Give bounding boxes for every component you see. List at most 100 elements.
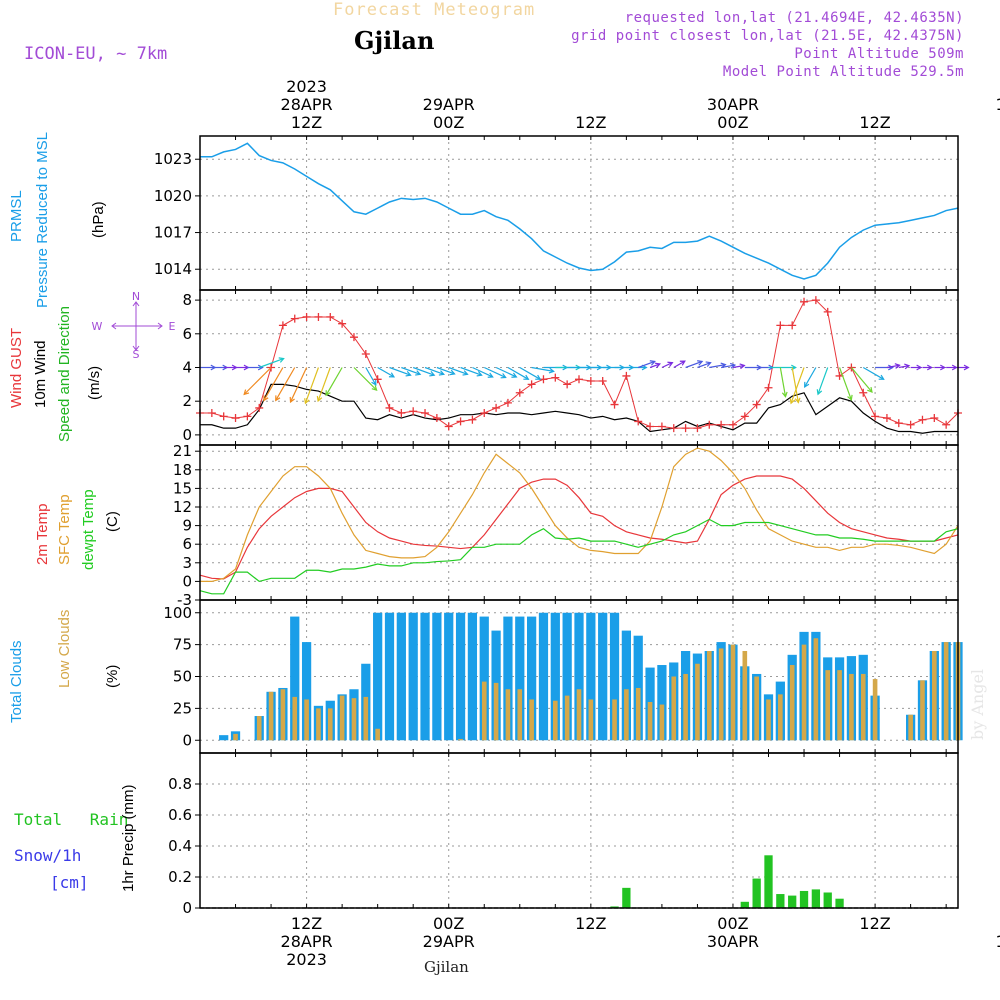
cloud-low-bar	[754, 676, 759, 741]
cloud-low-bar	[742, 651, 748, 741]
wind-label-10m: 10m Wind	[32, 340, 49, 408]
wind-dir-arrowhead	[535, 374, 542, 380]
wind-dir-arrow	[519, 366, 541, 380]
y-tick-label: 0.2	[168, 868, 192, 886]
wind-dir-arrow	[317, 367, 331, 402]
rain-bar	[823, 892, 832, 908]
wind-dir-arrowhead	[847, 394, 853, 402]
wind-dir-arrow	[817, 367, 829, 395]
temp-label-2m: 2m Temp	[34, 503, 51, 565]
wind-gust-point	[515, 388, 524, 397]
cloud-low-bar	[304, 699, 309, 741]
cloud-low-bar	[718, 648, 724, 741]
wind-dir-arrowhead	[325, 390, 331, 397]
wind-dir-arrowhead	[794, 397, 801, 404]
cloud-low-bar	[872, 679, 878, 741]
wind-dir-arrow	[709, 364, 726, 369]
cloud-total-bar	[657, 665, 667, 741]
cloud-low-bar	[659, 704, 665, 741]
cloud-low-bar	[529, 699, 534, 741]
wind-dir-arrow	[779, 367, 787, 397]
wind-dir-arrow	[483, 366, 506, 379]
wind-dir-arrowhead	[476, 371, 483, 377]
y-tick-label: -3	[177, 591, 192, 609]
y-tick-label: 1014	[154, 260, 192, 278]
wind-dir-arrow	[791, 367, 799, 403]
wind-gust-point	[373, 375, 382, 384]
pressure-unit: (hPa)	[90, 201, 107, 238]
wind-dir-arrowhead	[781, 391, 788, 398]
wind-dir-arrow	[243, 367, 272, 395]
wind-dir-arrowhead	[548, 367, 555, 374]
wind-unit: (m/s)	[86, 365, 103, 400]
model-label: ICON-EU, ~ 7km	[24, 44, 168, 64]
wind-dir-arrow	[697, 362, 711, 369]
wind-dir-arrow	[886, 364, 900, 369]
time-label-bottom-hour: 12Z	[859, 914, 890, 933]
wind-gust-point	[338, 319, 347, 328]
cloud-low-bar	[908, 714, 913, 741]
wind-dir-arrow	[259, 358, 284, 369]
wind-gust-point	[598, 376, 607, 385]
wind-gust-point	[349, 333, 358, 342]
wind-dir-arrowhead	[739, 363, 746, 370]
wind-dir-arrow	[638, 360, 655, 369]
pressure-label-2: Pressure Reduced to MSL	[34, 132, 51, 308]
wind-dir-arrow	[389, 366, 411, 376]
wind-gust-point	[492, 403, 501, 412]
wind-dir-arrow	[790, 367, 805, 404]
wind-dir-arrowhead	[654, 362, 662, 369]
time-label-bottom-date: 29APR	[423, 932, 475, 951]
wind-gust-point	[669, 424, 678, 433]
rain-bar	[788, 895, 797, 908]
wind-dir-arrowhead	[278, 357, 285, 363]
cloud-total-bar	[444, 612, 454, 741]
compass-w: W	[92, 320, 103, 333]
wind-gust-point	[409, 407, 418, 416]
requested-coords: requested lon,lat (21.4694E, 42.4635N)	[624, 10, 964, 26]
cloud-low-bar	[920, 680, 925, 741]
cloud-low-bar	[837, 670, 842, 741]
rain-bar	[752, 878, 761, 908]
y-tick-label: 0.6	[168, 806, 192, 824]
y-tick-label: 50	[173, 668, 192, 686]
wind-gust-point	[575, 375, 583, 384]
wind-dir-arrowhead	[940, 364, 946, 371]
rain-bar	[622, 887, 631, 908]
wind-gust-point	[788, 321, 797, 330]
y-tick-label: 15	[173, 479, 192, 497]
cloud-low-bar	[813, 638, 819, 741]
wind-gust-point	[717, 420, 726, 429]
wind-dir-arrow	[472, 366, 493, 378]
cloud-low-bar	[292, 696, 298, 741]
wind-dir-arrowhead	[275, 395, 281, 402]
cloud-low-bar	[339, 695, 345, 741]
cloud-total-bar	[574, 612, 584, 741]
wind-dir-arrowhead	[649, 360, 656, 366]
y-tick-label: 21	[173, 442, 192, 460]
cloud-low-bar	[766, 699, 771, 741]
wind-gust-point	[882, 414, 891, 423]
time-label-top-date: 1MAY	[995, 95, 1000, 114]
wind-dir-arrowhead	[894, 363, 901, 369]
cloud-low-bar	[671, 676, 677, 741]
wind-gust-point	[622, 371, 631, 380]
time-label-bottom-date: 28APR	[281, 932, 333, 951]
temp-label-dew: dewpt Temp	[80, 489, 97, 570]
y-tick-label: 6	[182, 535, 192, 553]
wind-dir-arrow	[850, 367, 873, 393]
cloud-low-bar	[801, 644, 807, 741]
wind-gust-point	[480, 408, 489, 417]
cloud-low-bar	[268, 691, 274, 741]
wind-dir-arrow	[448, 366, 468, 375]
wind-dir-arrow	[377, 366, 395, 378]
cloud-low-bar	[505, 689, 511, 741]
wind-gust-point	[859, 388, 868, 397]
wind-label-gust: Wind GUST	[8, 327, 25, 408]
y-tick-label: 8	[182, 291, 192, 309]
temp-label-sfc: SFC Temp	[56, 494, 73, 565]
precip-label-rain: Total Rain	[14, 810, 129, 829]
wind-dir-arrowhead	[916, 364, 923, 371]
cloud-low-bar	[458, 738, 463, 741]
wind-dir-arrow	[531, 366, 554, 372]
